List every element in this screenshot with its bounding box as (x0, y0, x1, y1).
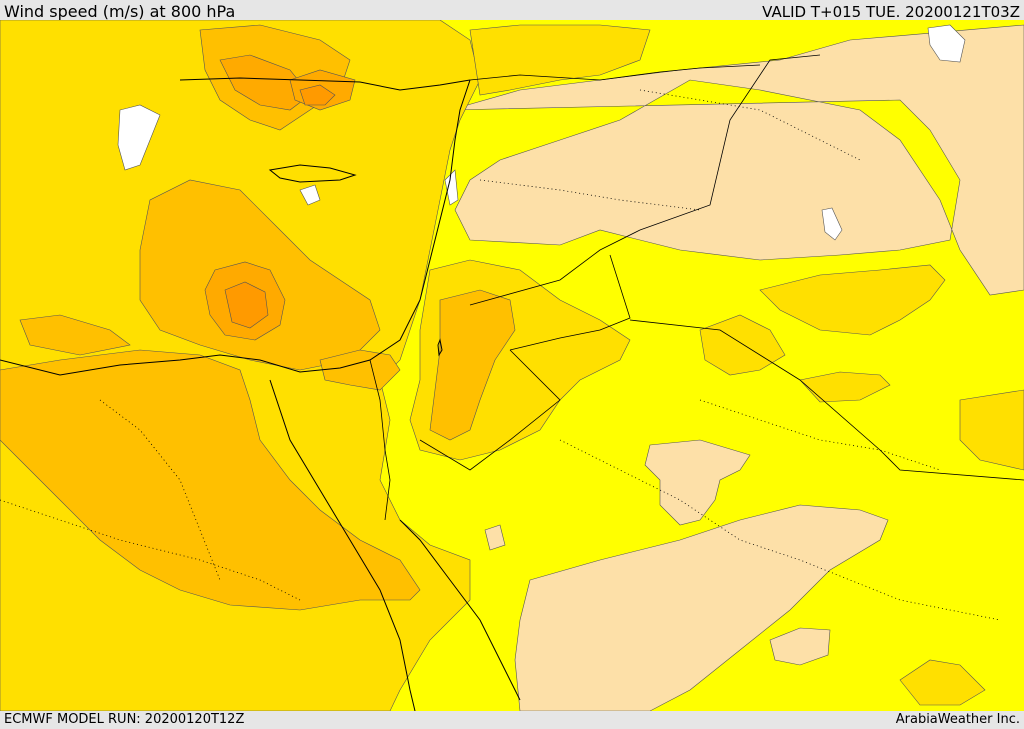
strong-wind-egypt (0, 349, 421, 611)
strong-wind-med-coast (319, 349, 401, 391)
coast-sinai-gulf (269, 379, 416, 712)
low-wind-saudi-south (514, 504, 889, 712)
fresh-wind-south-1 (899, 659, 986, 706)
coast-turkey (179, 77, 471, 91)
admin-line-3 (0, 499, 301, 601)
strong-wind-coast (19, 314, 131, 356)
coast-red-sea-east (399, 519, 521, 701)
fresh-wind-gulf (959, 389, 1024, 471)
low-wind-areas (119, 24, 1024, 712)
very-low-wind-aegean (117, 104, 161, 171)
strong-wind-sinai (429, 289, 516, 441)
border-jordan-south (419, 349, 561, 471)
map-title: Wind speed (m/s) at 800 hPa (4, 2, 236, 21)
footer-bar: ECMWF MODEL RUN: 20200120T12Z ArabiaWeat… (0, 711, 1024, 729)
credit-label: ArabiaWeather Inc. (895, 712, 1020, 727)
fresh-wind-iraq-1 (759, 264, 946, 336)
low-wind-syria-iraq (449, 24, 1024, 296)
low-wind-small-1 (769, 627, 831, 666)
very-low-wind-iraq-lake (821, 207, 843, 241)
stronger-wind-turkey (219, 54, 311, 111)
coast-sea-of-galilee (437, 338, 443, 357)
low-wind-small-2 (484, 524, 506, 551)
max-wind-areas (224, 84, 336, 329)
max-wind-turkey (299, 84, 336, 106)
very-low-wind-ne-lake (927, 24, 966, 63)
fresh-wind-north (469, 24, 651, 96)
header-bar: Wind speed (m/s) at 800 hPa VALID T+015 … (0, 0, 1024, 21)
border-egypt-israel (369, 359, 391, 521)
political-borders (369, 54, 1024, 521)
border-turkey-syria (469, 64, 761, 81)
coast-cyprus (268, 164, 357, 183)
border-iraq-saudi (629, 319, 1024, 481)
very-low-wind-lebanon (444, 169, 459, 206)
border-jordan-saudi (509, 254, 631, 351)
admin-line-1 (639, 89, 861, 161)
border-syria-iraq (469, 54, 821, 306)
admin-line-6 (699, 399, 941, 471)
very-low-wind-areas (117, 24, 966, 241)
low-wind-nafud (644, 439, 751, 526)
valid-time-label: VALID T+015 TUE. 20200121T03Z (762, 3, 1020, 21)
admin-lines (0, 89, 1001, 621)
wind-speed-map (0, 20, 1024, 712)
max-wind-core (224, 281, 269, 329)
model-run-label: ECMWF MODEL RUN: 20200120T12Z (4, 712, 245, 727)
fresh-wind-iraq-3 (799, 371, 891, 403)
admin-line-2 (479, 179, 701, 211)
very-low-wind-cyprus (299, 184, 321, 206)
